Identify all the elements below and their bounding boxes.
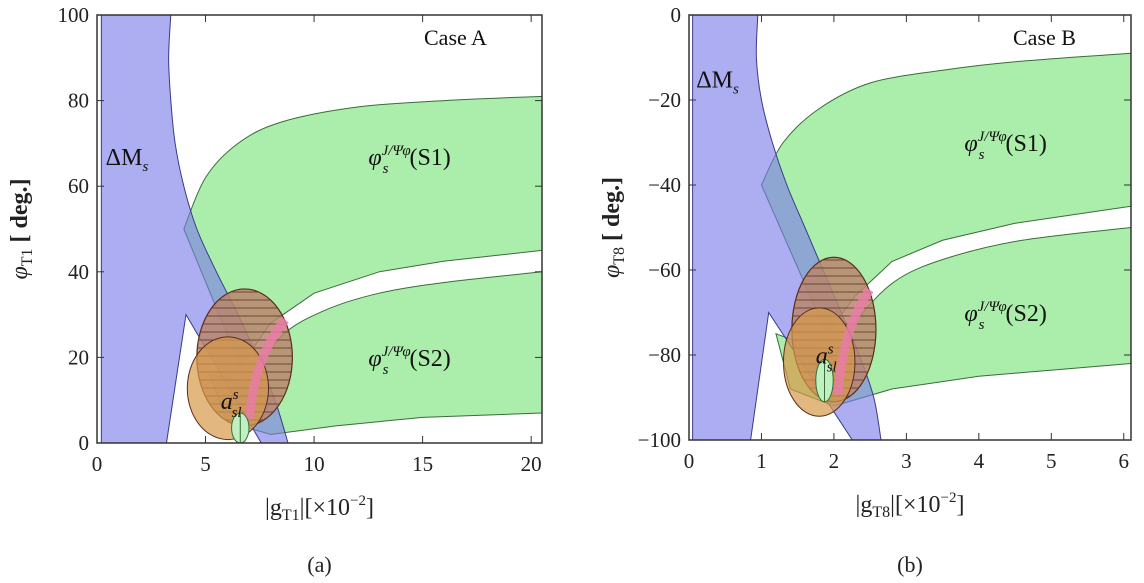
y-tick-label: 80: [68, 89, 89, 113]
y-tick-label: 20: [68, 345, 89, 369]
y-tick-label: −100: [638, 428, 681, 452]
region-label-1: φJ/Ψφ s (S1): [964, 129, 1046, 163]
x-tick-label: 15: [412, 452, 433, 476]
region-label-2: φJ/Ψφ s (S2): [368, 344, 450, 378]
panel-tag: (b): [897, 552, 923, 577]
region-label-3: as sl: [816, 342, 837, 376]
x-tick-label: 4: [974, 449, 985, 473]
y-axis-title: φT8 [ deg.]: [599, 177, 628, 278]
plot-area: [692, 15, 1131, 440]
x-tick-label: 20: [521, 452, 542, 476]
y-tick-label: −60: [648, 258, 681, 282]
case-label: Case B: [1013, 25, 1076, 50]
x-axis-title: |gT1|[×10−2]: [265, 493, 374, 524]
region-label-0: ΔMs: [106, 145, 149, 175]
y-tick-label: −40: [648, 173, 681, 197]
y-tick-label: 0: [671, 3, 682, 27]
plot-frame: [688, 14, 1132, 441]
region-label-1: φJ/Ψφ s (S1): [368, 143, 450, 177]
y-tick-label: 0: [79, 431, 90, 455]
x-tick-label: 5: [1046, 449, 1057, 473]
x-tick-label: 3: [901, 449, 912, 473]
region-s1: [183, 95, 542, 367]
y-tick-label: 40: [68, 260, 89, 284]
x-axis-title: |gT8|[×10−2]: [856, 490, 965, 521]
asl-overlap-stripe: [244, 316, 289, 420]
panel-b: 0 1 2 3 4 5 6 −100 −80 −60 −40 −20 0 ΔMs φJ/Ψφ s (S1) φJ/…: [599, 3, 1132, 577]
region-label-2: φJ/Ψφ s (S2): [964, 299, 1046, 333]
y-tick-label: −20: [648, 88, 681, 112]
region-label-3: as sl: [221, 387, 242, 421]
x-tick-label: 1: [756, 449, 767, 473]
y-tick-label: 60: [68, 174, 89, 198]
x-tick-label: 5: [200, 452, 211, 476]
y-tick-label: 100: [58, 3, 90, 27]
x-tick-label: 2: [829, 449, 840, 473]
plot-frame: [96, 14, 543, 444]
case-label: Case A: [424, 25, 487, 50]
x-tick-label: 0: [684, 449, 695, 473]
panel-tag: (a): [307, 552, 331, 577]
region-s1: [760, 52, 1131, 335]
asl-overlap-stripe: [833, 287, 874, 395]
x-tick-label: 10: [304, 452, 325, 476]
plot-area: [100, 15, 542, 443]
x-tick-label: 6: [1119, 449, 1130, 473]
region-label-0: ΔMs: [696, 67, 739, 97]
y-tick-label: −80: [648, 343, 681, 367]
panel-a: 0 5 10 15 20 0 20 40 60 80 100 ΔMs φJ/Ψφ s (S1) φJ/Ψφ s(…: [7, 3, 543, 577]
x-tick-label: 0: [92, 452, 103, 476]
y-axis-title: φT1 [ deg.]: [7, 178, 36, 279]
